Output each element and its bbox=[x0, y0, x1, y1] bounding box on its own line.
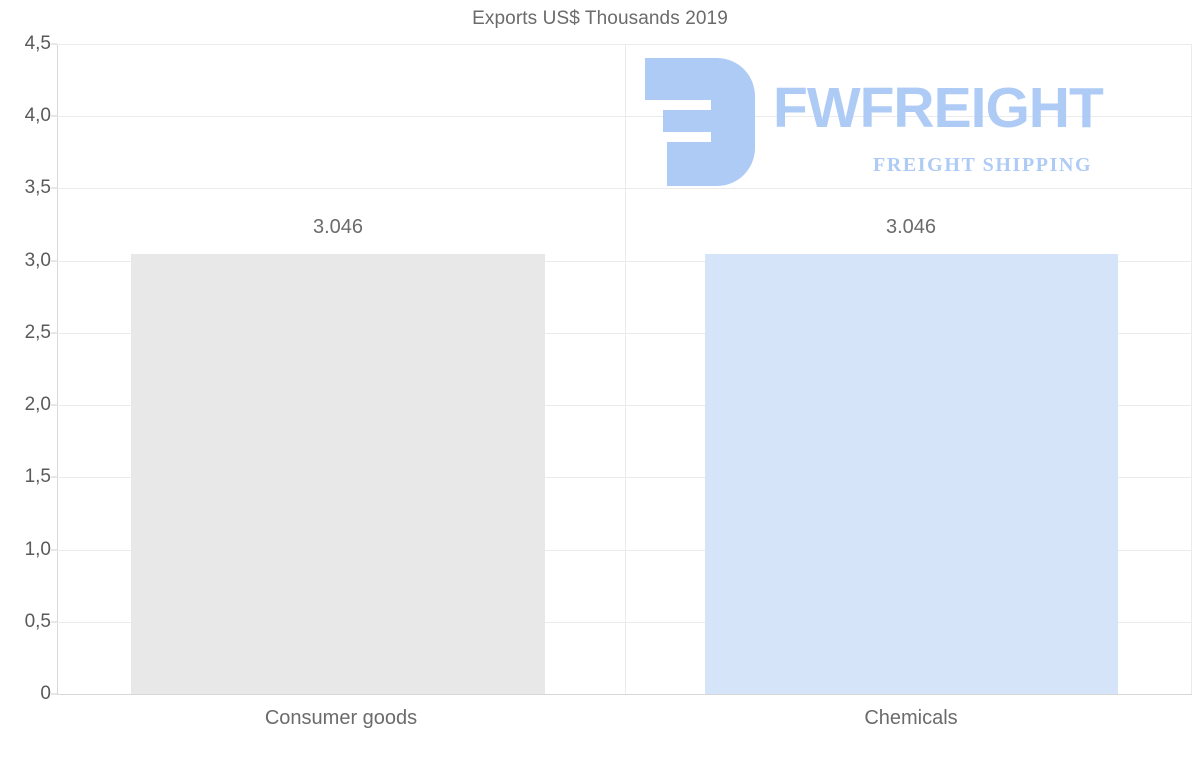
y-axis-tick-label: 3,0 bbox=[24, 249, 51, 271]
y-axis-tick-mark bbox=[51, 332, 57, 334]
y-axis-tick-label: 3,5 bbox=[24, 177, 51, 199]
bar-chemicals[interactable] bbox=[705, 254, 1118, 694]
y-axis-tick-mark bbox=[51, 476, 57, 478]
y-axis-tick-mark bbox=[51, 549, 57, 551]
gridline bbox=[57, 332, 1192, 334]
gridline bbox=[57, 694, 1192, 695]
gridline bbox=[57, 260, 1192, 262]
y-axis-tick-mark bbox=[51, 115, 57, 117]
y-axis-tick-label: 4,0 bbox=[24, 105, 51, 127]
plot-area bbox=[57, 44, 1192, 695]
gridline bbox=[57, 477, 1192, 479]
plot-right-edge-gridline bbox=[1191, 44, 1192, 694]
y-axis-tick-mark bbox=[51, 404, 57, 406]
y-axis-tick-mark bbox=[51, 260, 57, 262]
y-axis-tick-label: 1,5 bbox=[24, 466, 51, 488]
gridline bbox=[57, 405, 1192, 407]
gridline bbox=[57, 116, 1192, 118]
gridline bbox=[57, 44, 1192, 45]
y-axis-tick-label: 2,0 bbox=[24, 394, 51, 416]
gridline bbox=[57, 621, 1192, 623]
y-axis-ticks: 0 0,5 1,0 1,5 2,0 2,5 3,0 3,5 4,0 4,5 bbox=[0, 0, 57, 763]
y-axis-line bbox=[57, 44, 58, 695]
y-axis-tick-mark bbox=[51, 621, 57, 623]
bar-value-label-chemicals: 3.046 bbox=[885, 216, 937, 238]
y-axis-tick-mark bbox=[51, 693, 57, 695]
chart-title: Exports US$ Thousands 2019 bbox=[472, 8, 728, 29]
bar-consumer-goods[interactable] bbox=[131, 254, 545, 694]
gridline bbox=[57, 549, 1192, 551]
y-axis-tick-mark bbox=[51, 187, 57, 189]
y-axis-tick-label: 0,5 bbox=[24, 610, 51, 632]
y-axis-tick-label: 1,0 bbox=[24, 538, 51, 560]
y-axis-tick-label: 4,5 bbox=[24, 33, 51, 54]
y-axis-tick-mark bbox=[51, 43, 57, 45]
y-axis-tick-label: 0 bbox=[40, 683, 51, 704]
x-axis-label-chemicals: Chemicals bbox=[864, 707, 958, 729]
bar-value-label-consumer-goods: 3.046 bbox=[312, 216, 364, 238]
y-axis-tick-label: 2,5 bbox=[24, 321, 51, 343]
x-axis-label-consumer-goods: Consumer goods bbox=[264, 707, 418, 729]
gridline bbox=[57, 188, 1192, 190]
category-divider-gridline bbox=[625, 44, 626, 694]
